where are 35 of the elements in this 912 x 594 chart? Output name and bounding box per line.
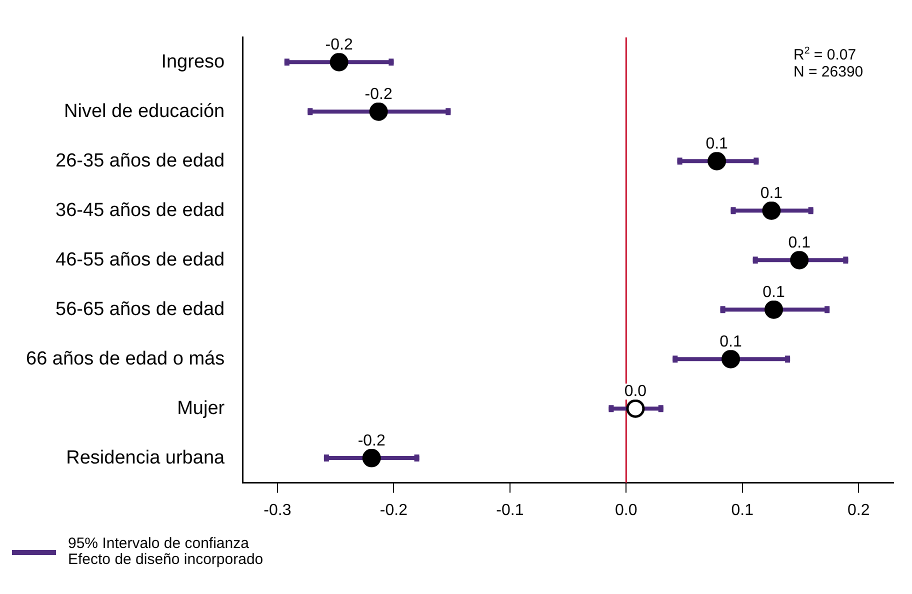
point	[764, 300, 784, 319]
y-tick-label: 56-65 años de edad	[56, 298, 225, 320]
data-label: 0.1	[760, 185, 783, 202]
x-tick-label: 0.1	[731, 502, 754, 519]
point	[722, 350, 740, 368]
data-label: -0.2	[325, 36, 353, 54]
annotation: N = 26390	[794, 63, 864, 80]
point	[790, 250, 809, 270]
y-tick-label: 26-35 años de edad	[56, 150, 225, 172]
text: 95% Intervalo de confianza Efecto de diseño incorporado	[68, 535, 264, 568]
x-tick-label: -0.1	[496, 502, 524, 519]
data-label: 0.1	[706, 136, 728, 153]
data-label: 0.1	[762, 284, 785, 301]
x-tick-label: -0.2	[380, 502, 408, 519]
data-label: -0.2	[364, 86, 392, 104]
point	[708, 152, 726, 170]
point	[626, 399, 645, 418]
point	[330, 52, 348, 72]
y-tick-label: Residencia urbana	[66, 447, 226, 468]
x-tick-label: 0.2	[848, 502, 870, 519]
y-tick-label: 66 años de edad o más	[26, 348, 225, 370]
data-label: 0.1	[788, 234, 811, 252]
y-tick-label: 46-55 años de edad	[56, 249, 225, 270]
data-label: 0.1	[720, 333, 742, 350]
data-label: 0.0	[624, 382, 647, 400]
y-tick-label: Ingreso	[161, 51, 225, 72]
x-tick-label: 0.0	[615, 502, 638, 519]
point	[369, 102, 388, 121]
y-tick-label: 36-45 años de edad	[56, 200, 225, 221]
y-tick-label: Mujer	[177, 398, 226, 419]
x-tick-label: -0.3	[264, 502, 292, 519]
point	[762, 201, 781, 220]
data-label: -0.2	[358, 432, 386, 450]
point	[362, 448, 381, 468]
y-tick-label: Nivel de educación	[64, 100, 225, 122]
